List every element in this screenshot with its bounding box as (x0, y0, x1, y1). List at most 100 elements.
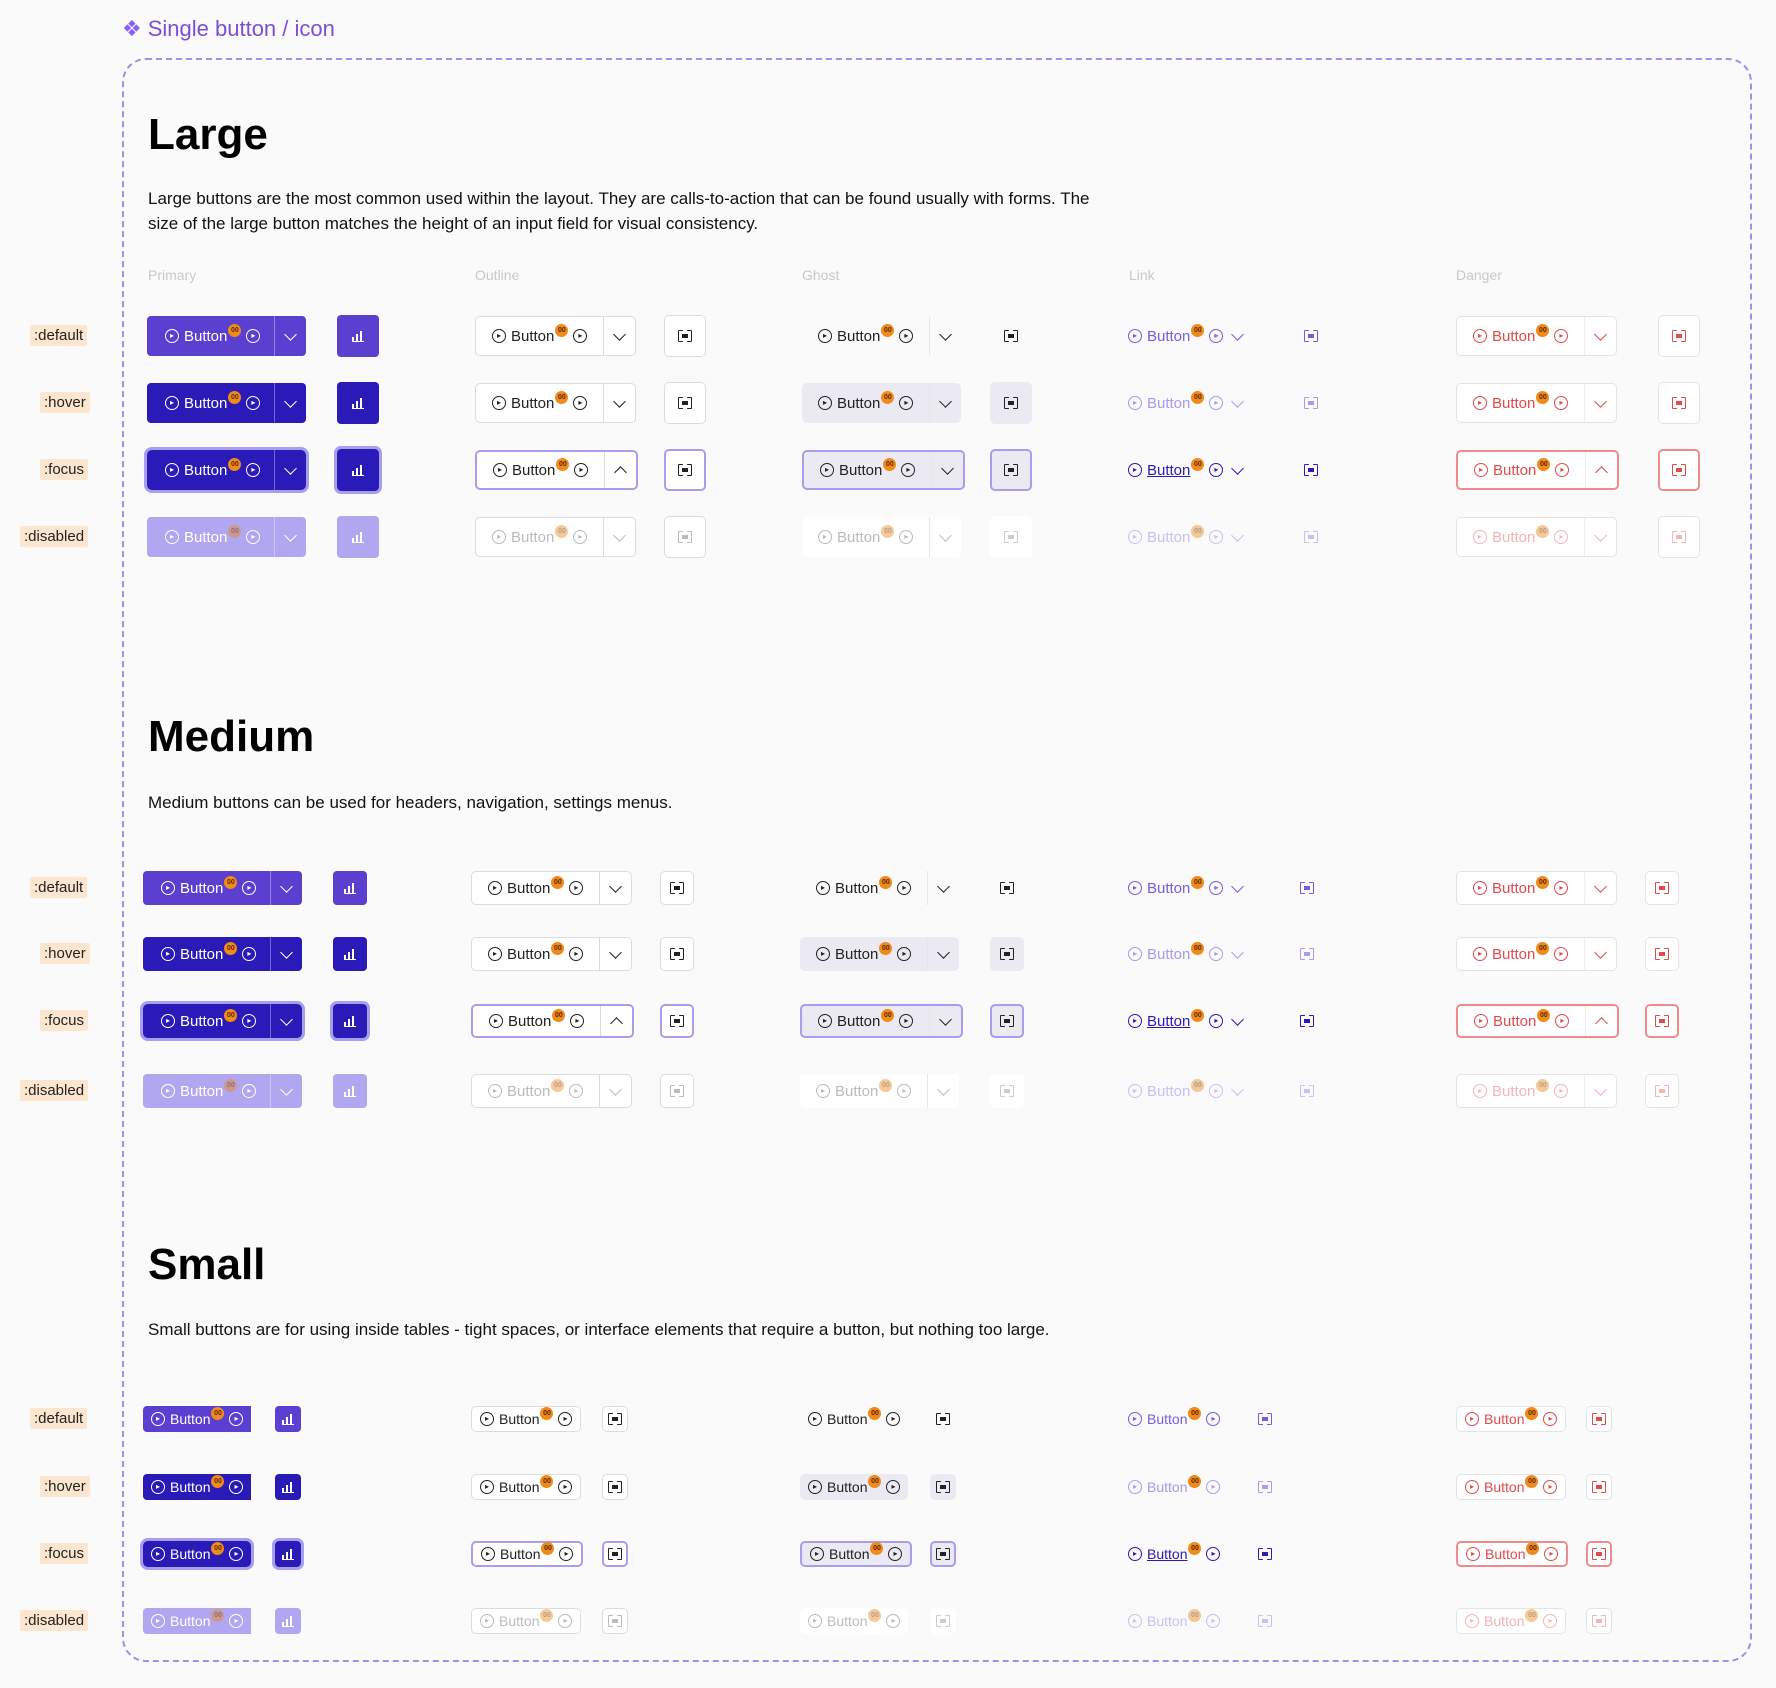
button-main[interactable]: ▸ Button 00 ▸ (1458, 1006, 1585, 1036)
button-main[interactable]: ▸ Button 00 ▸ (1128, 383, 1227, 423)
out-icon-button-small-default[interactable] (602, 1406, 628, 1432)
button-main[interactable]: ▸ Button 00 ▸ (143, 1004, 271, 1038)
button-main[interactable]: ▸ Button 00 ▸ (147, 383, 275, 423)
button-main[interactable]: ▸ Button 00 ▸ (1457, 872, 1584, 904)
button-main[interactable]: ▸ Button 00 ▸ (802, 1541, 910, 1565)
gho-split-button-large-default[interactable]: ▸ Button 00 ▸ (802, 316, 961, 356)
dropdown-toggle[interactable] (1584, 938, 1616, 970)
dan-split-button-small-default[interactable]: ▸ Button 00 ▸ (1456, 1406, 1567, 1432)
dropdown-toggle[interactable] (929, 1006, 961, 1036)
gho-icon-button-medium-default[interactable] (990, 871, 1024, 905)
button-main[interactable]: ▸ Button 00 ▸ (143, 871, 271, 905)
out-icon-button-large-focus[interactable] (664, 449, 706, 491)
out-icon-button-medium-focus[interactable] (660, 1004, 694, 1038)
dan-icon-button-large-hover[interactable] (1658, 382, 1700, 424)
out-split-button-large-default[interactable]: ▸ Button 00 ▸ (475, 316, 637, 356)
pri-split-button-small-focus[interactable]: ▸ Button 00 ▸ (139, 1538, 255, 1570)
button-main[interactable]: ▸ Button 00 ▸ (1128, 316, 1227, 356)
dropdown-toggle[interactable] (270, 871, 303, 905)
dropdown-toggle[interactable] (1584, 384, 1616, 422)
button-main[interactable]: ▸ Button 00 ▸ (1128, 1541, 1224, 1567)
pri-split-button-large-focus[interactable]: ▸ Button 00 ▸ (143, 447, 310, 493)
gho-split-button-medium-default[interactable]: ▸ Button 00 ▸ (800, 871, 959, 905)
lnk-icon-button-large-default[interactable] (1290, 315, 1332, 357)
dropdown-toggle[interactable] (1227, 879, 1247, 893)
dropdown-toggle[interactable] (1227, 1012, 1247, 1026)
pri-split-button-medium-hover[interactable]: ▸ Button 00 ▸ (143, 937, 303, 971)
button-main[interactable]: ▸ Button 00 ▸ (800, 1474, 908, 1500)
button-main[interactable]: ▸ Button 00 ▸ (802, 383, 929, 423)
lnk-icon-button-medium-focus[interactable] (1290, 1004, 1324, 1038)
button-main[interactable]: ▸ Button 00 ▸ (800, 937, 927, 971)
dropdown-toggle[interactable] (599, 872, 631, 904)
dan-icon-button-small-focus[interactable] (1586, 1541, 1612, 1567)
lnk-icon-button-medium-hover[interactable] (1290, 937, 1324, 971)
gho-icon-button-medium-focus[interactable] (990, 1004, 1024, 1038)
dropdown-toggle[interactable] (1227, 945, 1247, 959)
dan-split-button-large-default[interactable]: ▸ Button 00 ▸ (1456, 316, 1618, 356)
lnk-split-button-small-focus[interactable]: ▸ Button 00 ▸ (1128, 1541, 1224, 1567)
gho-split-button-large-hover[interactable]: ▸ Button 00 ▸ (802, 383, 962, 423)
dan-split-button-large-hover[interactable]: ▸ Button 00 ▸ (1456, 383, 1618, 423)
dan-split-button-medium-hover[interactable]: ▸ Button 00 ▸ (1456, 937, 1618, 971)
button-main[interactable]: ▸ Button 00 ▸ (1457, 384, 1584, 422)
dan-split-button-medium-default[interactable]: ▸ Button 00 ▸ (1456, 871, 1618, 905)
button-main[interactable]: ▸ Button 00 ▸ (1128, 1406, 1224, 1432)
lnk-icon-button-medium-default[interactable] (1290, 871, 1324, 905)
out-split-button-small-hover[interactable]: ▸ Button 00 ▸ (471, 1474, 582, 1500)
dan-icon-button-large-focus[interactable] (1658, 449, 1700, 491)
button-main[interactable]: ▸ Button 00 ▸ (1128, 1004, 1227, 1038)
out-icon-button-medium-default[interactable] (660, 871, 694, 905)
button-main[interactable]: ▸ Button 00 ▸ (472, 872, 599, 904)
gho-split-button-small-focus[interactable]: ▸ Button 00 ▸ (800, 1541, 913, 1567)
button-main[interactable]: ▸ Button 00 ▸ (1457, 938, 1584, 970)
out-split-button-medium-focus[interactable]: ▸ Button 00 ▸ (471, 1004, 635, 1038)
lnk-icon-button-large-hover[interactable] (1290, 382, 1332, 424)
button-main[interactable]: ▸ Button 00 ▸ (802, 316, 929, 356)
lnk-split-button-medium-default[interactable]: ▸ Button 00 ▸ (1128, 871, 1247, 905)
gho-icon-button-large-default[interactable] (990, 315, 1032, 357)
pri-icon-button-large-hover[interactable] (337, 382, 379, 424)
pri-icon-button-medium-hover[interactable] (333, 937, 367, 971)
button-main[interactable]: ▸ Button 00 ▸ (472, 1406, 580, 1431)
dan-icon-button-small-default[interactable] (1586, 1406, 1612, 1432)
button-main[interactable]: ▸ Button 00 ▸ (143, 937, 271, 971)
button-main[interactable]: ▸ Button 00 ▸ (1128, 871, 1227, 905)
lnk-icon-button-small-focus[interactable] (1252, 1541, 1278, 1567)
button-main[interactable]: ▸ Button 00 ▸ (147, 316, 275, 356)
pri-split-button-large-hover[interactable]: ▸ Button 00 ▸ (147, 383, 307, 423)
lnk-split-button-small-hover[interactable]: ▸ Button 00 ▸ (1128, 1474, 1224, 1500)
dan-icon-button-medium-default[interactable] (1645, 871, 1679, 905)
button-main[interactable]: ▸ Button 00 ▸ (800, 1406, 908, 1432)
button-main[interactable]: ▸ Button 00 ▸ (1128, 937, 1227, 971)
dan-icon-button-large-default[interactable] (1658, 315, 1700, 357)
button-main[interactable]: ▸ Button 00 ▸ (1457, 1406, 1565, 1431)
dropdown-toggle[interactable] (1584, 317, 1616, 355)
button-main[interactable]: ▸ Button 00 ▸ (476, 384, 603, 422)
pri-icon-button-medium-focus[interactable] (330, 1001, 370, 1041)
dropdown-toggle[interactable] (604, 452, 636, 488)
lnk-icon-button-large-focus[interactable] (1290, 449, 1332, 491)
button-main[interactable]: ▸ Button 00 ▸ (143, 1406, 252, 1432)
dropdown-toggle[interactable] (1585, 452, 1617, 488)
out-split-button-medium-hover[interactable]: ▸ Button 00 ▸ (471, 937, 633, 971)
dan-icon-button-medium-focus[interactable] (1645, 1004, 1679, 1038)
button-main[interactable]: ▸ Button 00 ▸ (1458, 1541, 1566, 1565)
gho-split-button-medium-focus[interactable]: ▸ Button 00 ▸ (800, 1004, 964, 1038)
pri-icon-button-medium-default[interactable] (333, 871, 367, 905)
lnk-split-button-medium-focus[interactable]: ▸ Button 00 ▸ (1128, 1004, 1247, 1038)
dropdown-toggle[interactable] (931, 452, 963, 488)
pri-split-button-small-hover[interactable]: ▸ Button 00 ▸ (143, 1474, 252, 1500)
out-split-button-small-default[interactable]: ▸ Button 00 ▸ (471, 1406, 582, 1432)
pri-icon-button-large-focus[interactable] (334, 446, 382, 494)
pri-icon-button-small-hover[interactable] (275, 1474, 301, 1500)
pri-icon-button-small-focus[interactable] (272, 1538, 304, 1570)
gho-icon-button-small-hover[interactable] (930, 1474, 956, 1500)
dropdown-toggle[interactable] (1227, 394, 1247, 408)
gho-icon-button-large-hover[interactable] (990, 382, 1032, 424)
gho-split-button-small-default[interactable]: ▸ Button 00 ▸ (800, 1406, 908, 1432)
button-main[interactable]: ▸ Button 00 ▸ (1457, 317, 1584, 355)
lnk-split-button-large-default[interactable]: ▸ Button 00 ▸ (1128, 316, 1247, 356)
button-main[interactable]: ▸ Button 00 ▸ (143, 1474, 252, 1500)
gho-icon-button-small-focus[interactable] (930, 1541, 956, 1567)
